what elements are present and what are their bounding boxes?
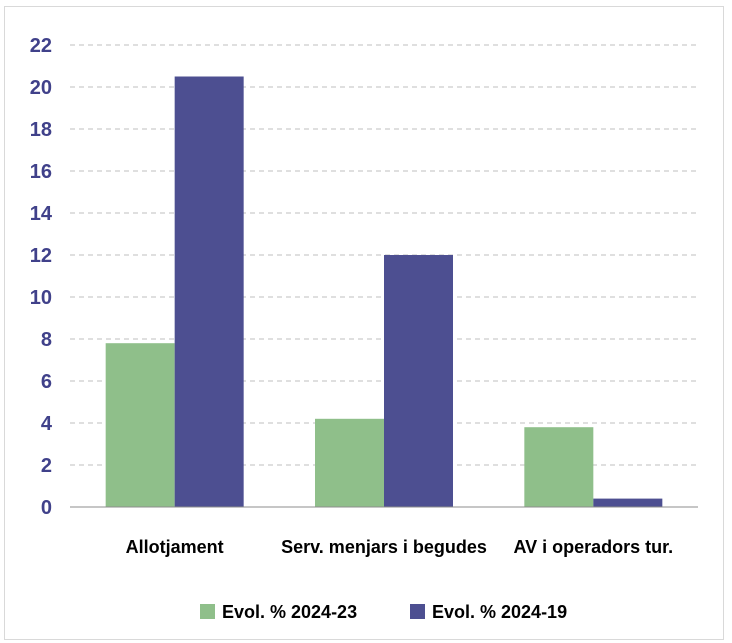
y-tick-label: 16 [30,161,52,183]
y-tick-label: 8 [41,329,52,351]
legend-swatch-2 [410,604,425,619]
bar-2-3 [593,498,663,507]
x-category-label: AV i operadors tur. [513,537,673,557]
y-tick-label: 10 [30,287,52,309]
y-tick-label: 22 [30,35,52,57]
y-tick-label: 2 [41,455,52,477]
y-axis-ticks: 0 2 4 6 8 10 12 14 16 18 20 22 [30,35,53,519]
bar-1-3 [524,427,594,507]
y-tick-label: 14 [30,203,53,225]
bar-2-1 [174,76,244,507]
legend-swatch-1 [200,604,215,619]
y-tick-label: 0 [41,497,52,519]
x-category-label: Serv. menjars i begudes [281,537,487,557]
y-tick-label: 6 [41,371,52,393]
legend: Evol. % 2024-23 Evol. % 2024-19 [200,602,567,622]
bar-1-2 [315,418,384,507]
bar-1-1 [105,343,175,507]
bars [105,76,663,507]
chart-frame [4,6,724,640]
y-tick-label: 12 [30,245,52,267]
legend-label-1: Evol. % 2024-23 [222,602,357,622]
y-tick-label: 18 [30,119,52,141]
x-axis-categories: Allotjament Serv. menjars i begudes AV i o… [126,537,674,557]
bar-2-2 [384,255,453,507]
x-category-label: Allotjament [126,537,224,557]
y-tick-label: 4 [41,413,53,435]
legend-label-2: Evol. % 2024-19 [432,602,567,622]
y-tick-label: 20 [30,77,52,99]
